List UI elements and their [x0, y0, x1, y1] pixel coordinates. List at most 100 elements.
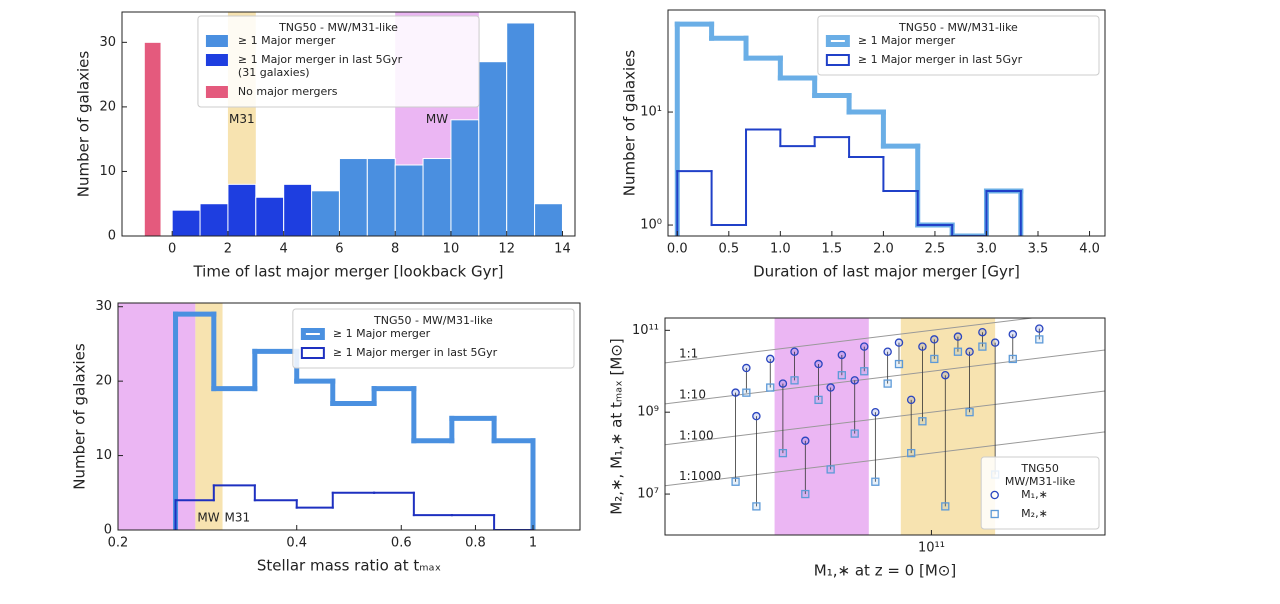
legend-swatch: [205, 54, 228, 66]
y-tick-label: 10: [99, 164, 116, 179]
square-marker: [953, 347, 963, 356]
y-tick-label: 30: [99, 35, 116, 50]
square-marker: [731, 477, 740, 486]
legend-title: TNG50 - MW/M31-like: [373, 314, 493, 327]
band: [118, 303, 196, 530]
legend-swatch: [825, 54, 850, 66]
circle-marker: [765, 354, 775, 364]
bar: [366, 158, 396, 236]
circle-marker: [850, 376, 859, 385]
circle-marker: [790, 347, 799, 356]
legend: TNG50 - MW/M31-like≥ 1 Major merger ≥ 1 M…: [197, 15, 480, 108]
plot-area: [674, 21, 1024, 236]
ratio-line: [665, 390, 1105, 446]
legend-swatch: [300, 347, 325, 359]
square-marker: [778, 448, 788, 458]
y-axis-label: M₂,∗, M₁,∗ at tₘₐₓ [M⊙]: [608, 338, 626, 514]
circle-marker: [953, 332, 963, 341]
square-marker: [826, 465, 835, 474]
x-tick-label: 1.5: [822, 242, 843, 257]
x-tick-label: 1.0: [770, 242, 791, 257]
x-tick-label: 0.8: [465, 536, 486, 551]
legend-swatch: [990, 509, 999, 519]
x-tick-label: 4.0: [1079, 242, 1100, 257]
x-axis-label: Time of last major merger [lookback Gyr]: [192, 263, 503, 281]
circle-marker: [837, 350, 847, 360]
y-tick-label: 10: [95, 448, 112, 463]
x-tick-label: 4: [280, 242, 288, 257]
bar: [506, 22, 536, 236]
circle-marker: [801, 436, 810, 446]
y-tick-label: 10¹: [640, 105, 662, 120]
x-axis-label: M₁,∗ at z = 0 [M⊙]: [814, 562, 956, 580]
y-tick-label: 20: [95, 374, 112, 389]
square-marker: [1008, 354, 1017, 364]
y-axis-label: Number of galaxies: [75, 51, 93, 198]
y-tick-label: 10⁹: [637, 405, 659, 420]
x-tick-label: 6: [335, 242, 343, 257]
band-label: MW: [426, 112, 448, 126]
bar: [143, 41, 162, 236]
circle-marker: [930, 335, 939, 344]
x-tick-label: 14: [554, 242, 571, 257]
legend-label: M₁,∗: [1021, 488, 1048, 501]
bar: [171, 209, 201, 236]
bar: [394, 164, 424, 236]
circle-marker: [1008, 330, 1018, 339]
x-tick-label: 3.0: [976, 242, 997, 257]
y-tick-label: 10¹¹: [632, 323, 659, 338]
band: [774, 318, 869, 535]
panel: M31 MW 0 2 4 6 8 10 12 14 0 10 20 30 Time of last majo…: [75, 11, 576, 281]
bar: [199, 203, 229, 236]
plot-area: [665, 318, 1105, 535]
legend-title: TNG50 - MW/M31-like: [278, 21, 398, 34]
bar: [283, 183, 313, 236]
square-marker: [814, 395, 823, 405]
circle-marker: [990, 338, 1000, 347]
band-label: MW: [197, 511, 219, 525]
ratio-label: 1:10: [679, 387, 706, 401]
y-tick-label: 30: [95, 299, 112, 314]
circle-marker: [742, 363, 751, 373]
axes-frame: [664, 317, 1106, 536]
legend-title: TNG50 MW/M31-like: [1005, 462, 1076, 488]
square-marker: [860, 367, 869, 376]
bar: [255, 196, 285, 236]
circle-marker: [871, 407, 880, 417]
legend-label: ≥ 1 Major merger in last 5Gyr: [333, 346, 498, 359]
legend-label: ≥ 1 Major merger: [858, 34, 956, 47]
legend-label: ≥ 1 Major merger in last 5Gyr (31 galaxie…: [238, 53, 403, 79]
y-tick-label: 10⁰: [640, 218, 662, 233]
legend-box: [980, 456, 1100, 530]
legend-box: [197, 15, 480, 108]
circle-marker: [731, 388, 740, 397]
x-tick-label: 0.4: [286, 536, 307, 551]
square-marker: [883, 379, 892, 388]
x-axis-label: Stellar mass ratio at tₘₐₓ: [257, 557, 441, 575]
bar: [478, 61, 508, 236]
axes-frame: [117, 302, 581, 531]
axes-frame: [121, 11, 576, 237]
circle-marker: [906, 395, 916, 405]
x-tick-label: 2: [224, 242, 232, 257]
ratio-label: 1:1: [679, 346, 698, 360]
x-axis-label: Duration of last major merger [Gyr]: [753, 263, 1020, 281]
legend-label: ≥ 1 Major merger: [238, 34, 336, 47]
square-marker: [978, 342, 987, 351]
circle-marker: [941, 370, 950, 380]
square-marker: [918, 417, 927, 426]
legend-swatch: [205, 35, 228, 47]
circle-marker: [883, 347, 892, 356]
ratio-line: [665, 431, 1105, 487]
square-marker: [801, 489, 810, 499]
bar: [450, 119, 480, 236]
x-tick-label: 10¹¹: [918, 541, 945, 556]
square-marker: [850, 429, 859, 438]
legend-swatch: [205, 86, 228, 98]
square-marker: [1035, 335, 1044, 344]
square-marker: [871, 477, 880, 486]
x-tick-label: 0.6: [391, 536, 412, 551]
circle-marker: [778, 379, 788, 388]
circle-marker: [860, 342, 869, 351]
circle-marker: [752, 411, 761, 421]
